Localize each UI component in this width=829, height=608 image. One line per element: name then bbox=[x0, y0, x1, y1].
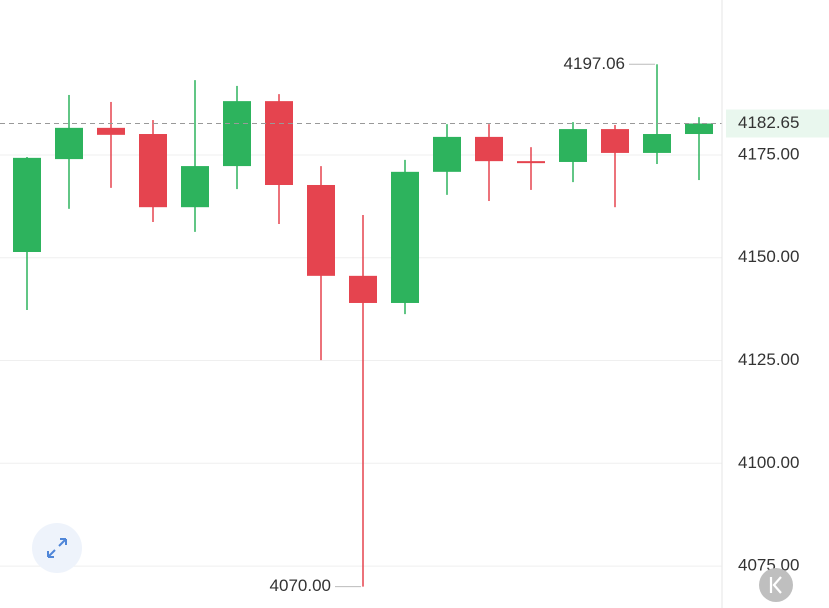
candle-body bbox=[475, 136, 503, 162]
candle-body bbox=[643, 134, 671, 153]
y-tick-label: 4100.00 bbox=[738, 453, 799, 472]
candle-body bbox=[223, 101, 251, 167]
last-price-bg bbox=[726, 109, 829, 138]
annotation-label: 4070.00 bbox=[270, 576, 331, 595]
candle-body bbox=[391, 171, 419, 303]
candle-body bbox=[685, 123, 713, 135]
expand-button[interactable] bbox=[32, 523, 82, 573]
collapse-button[interactable] bbox=[759, 568, 793, 602]
candle-body bbox=[97, 127, 125, 135]
candle-body bbox=[433, 136, 461, 172]
candle-body bbox=[13, 157, 41, 252]
expand-icon bbox=[47, 538, 67, 558]
collapse-bg bbox=[759, 568, 793, 602]
last-price-label: 4182.65 bbox=[738, 113, 799, 132]
candle-body bbox=[559, 129, 587, 162]
candle-body bbox=[181, 166, 209, 208]
y-tick-label: 4075.00 bbox=[738, 556, 799, 575]
candle-body bbox=[601, 129, 629, 153]
candle-body bbox=[265, 101, 293, 185]
y-tick-label: 4150.00 bbox=[738, 247, 799, 266]
candle-body bbox=[349, 275, 377, 303]
y-tick-label: 4175.00 bbox=[738, 144, 799, 163]
collapse-icon bbox=[769, 576, 782, 594]
candle-body bbox=[517, 161, 545, 164]
plot: 4175.00 4150.00 4125.00 4100.00 4075.00 4197.… bbox=[0, 54, 829, 595]
annotation-label: 4197.06 bbox=[564, 54, 625, 73]
expand-bg bbox=[32, 523, 82, 573]
candle-body bbox=[55, 127, 83, 160]
y-tick-label: 4125.00 bbox=[738, 350, 799, 369]
candle-body bbox=[139, 134, 167, 208]
candle-body bbox=[307, 184, 335, 276]
